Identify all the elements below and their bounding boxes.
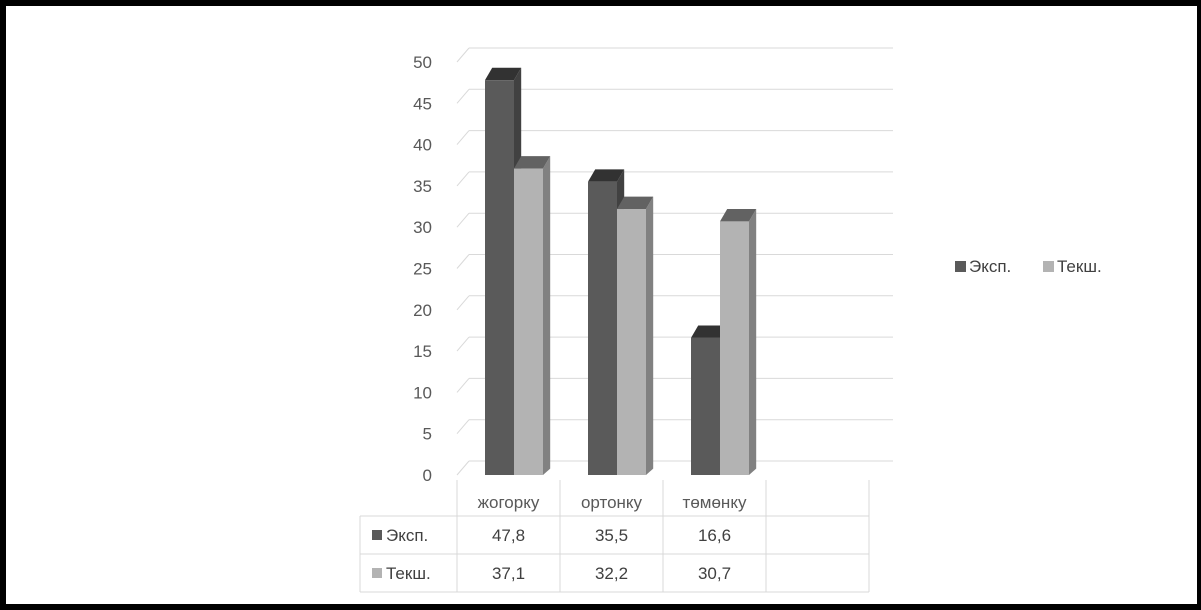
y-tick-label: 15 [413, 342, 432, 361]
bar-side [646, 196, 654, 476]
gridline-depth [456, 88, 470, 104]
y-tick-label: 25 [413, 260, 432, 279]
gridline-depth [456, 254, 470, 269]
gridline-depth [456, 47, 470, 63]
gridline-depth [456, 336, 470, 352]
bar-front [720, 221, 749, 475]
bar [720, 209, 757, 475]
legend-swatch [1043, 261, 1054, 272]
y-tick-label: 0 [423, 466, 432, 485]
data-label: 32,2 [595, 564, 628, 583]
bar-front [485, 80, 514, 475]
y-tick-label: 40 [413, 136, 432, 155]
bar-front [691, 337, 720, 475]
data-table: жогорку ортонку төмөнку Эксп. 47,8 35,5 16,6 Те… [359, 480, 870, 593]
bar-side [749, 209, 757, 475]
bar-front [514, 168, 543, 475]
table-series-name: Текш. [386, 564, 431, 583]
gridline-depth [456, 212, 470, 228]
y-tick-label: 35 [413, 177, 432, 196]
legend-label: Эксп. [969, 257, 1011, 276]
table-legend-key [372, 568, 382, 578]
data-label: 30,7 [698, 564, 731, 583]
table-series-name: Эксп. [386, 526, 428, 545]
data-label: 35,5 [595, 526, 628, 545]
legend: Эксп. Текш. [955, 257, 1102, 276]
category-label: жогорку [478, 493, 540, 512]
y-tick-label: 50 [413, 53, 432, 72]
bar-top [691, 325, 728, 338]
y-tick-label: 30 [413, 218, 432, 237]
legend-swatch [955, 261, 966, 272]
y-tick-label: 10 [413, 383, 432, 402]
bar-front [617, 209, 646, 475]
bar-side [543, 156, 551, 476]
gridline-depth [456, 460, 470, 476]
bars [485, 67, 757, 476]
gridline-depth [456, 171, 470, 187]
bar-top [720, 209, 757, 222]
category-label: төмөнку [683, 493, 747, 512]
legend-label: Текш. [1057, 257, 1102, 276]
y-axis-ticks: 0 5 10 15 20 25 30 35 40 45 50 [413, 53, 432, 485]
bar [617, 196, 654, 476]
bar-top [617, 196, 654, 210]
y-tick-label: 5 [423, 425, 432, 444]
category-label: ортонку [581, 493, 643, 512]
table-legend-key [372, 530, 382, 540]
data-label: 37,1 [492, 564, 525, 583]
bar-top [588, 169, 625, 182]
bar-top [514, 156, 551, 169]
gridline-depth [456, 419, 470, 435]
gridline-depth [456, 378, 470, 393]
y-tick-label: 20 [413, 301, 432, 320]
data-label: 16,6 [698, 526, 731, 545]
gridline-depth [456, 130, 470, 145]
data-label: 47,8 [492, 526, 525, 545]
bar-top [485, 67, 522, 81]
bar-front [588, 181, 617, 475]
bar [514, 156, 551, 476]
y-tick-label: 45 [413, 94, 432, 113]
gridline-depth [456, 295, 470, 311]
